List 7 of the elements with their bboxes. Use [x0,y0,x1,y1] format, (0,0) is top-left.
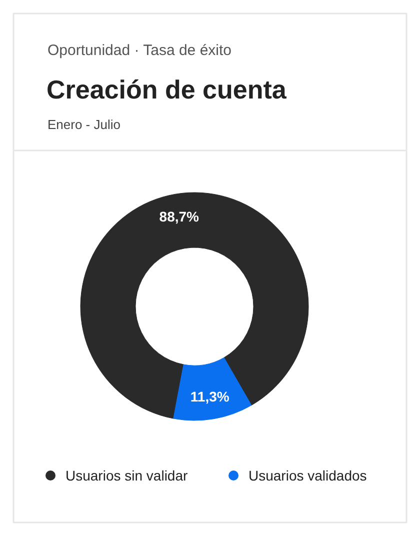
text: Oportunidad · Tasa de éxito [48,42,232,59]
data-label: 11,3% [190,388,230,405]
legend-label: Usuarios sin validar [66,468,188,484]
legend-label: Usuarios validados [248,468,367,484]
chart-title: Creación de cuenta [46,74,287,104]
data-label: 88,7% [159,208,200,224]
chart-subtitle: Enero - Julio [48,117,120,132]
